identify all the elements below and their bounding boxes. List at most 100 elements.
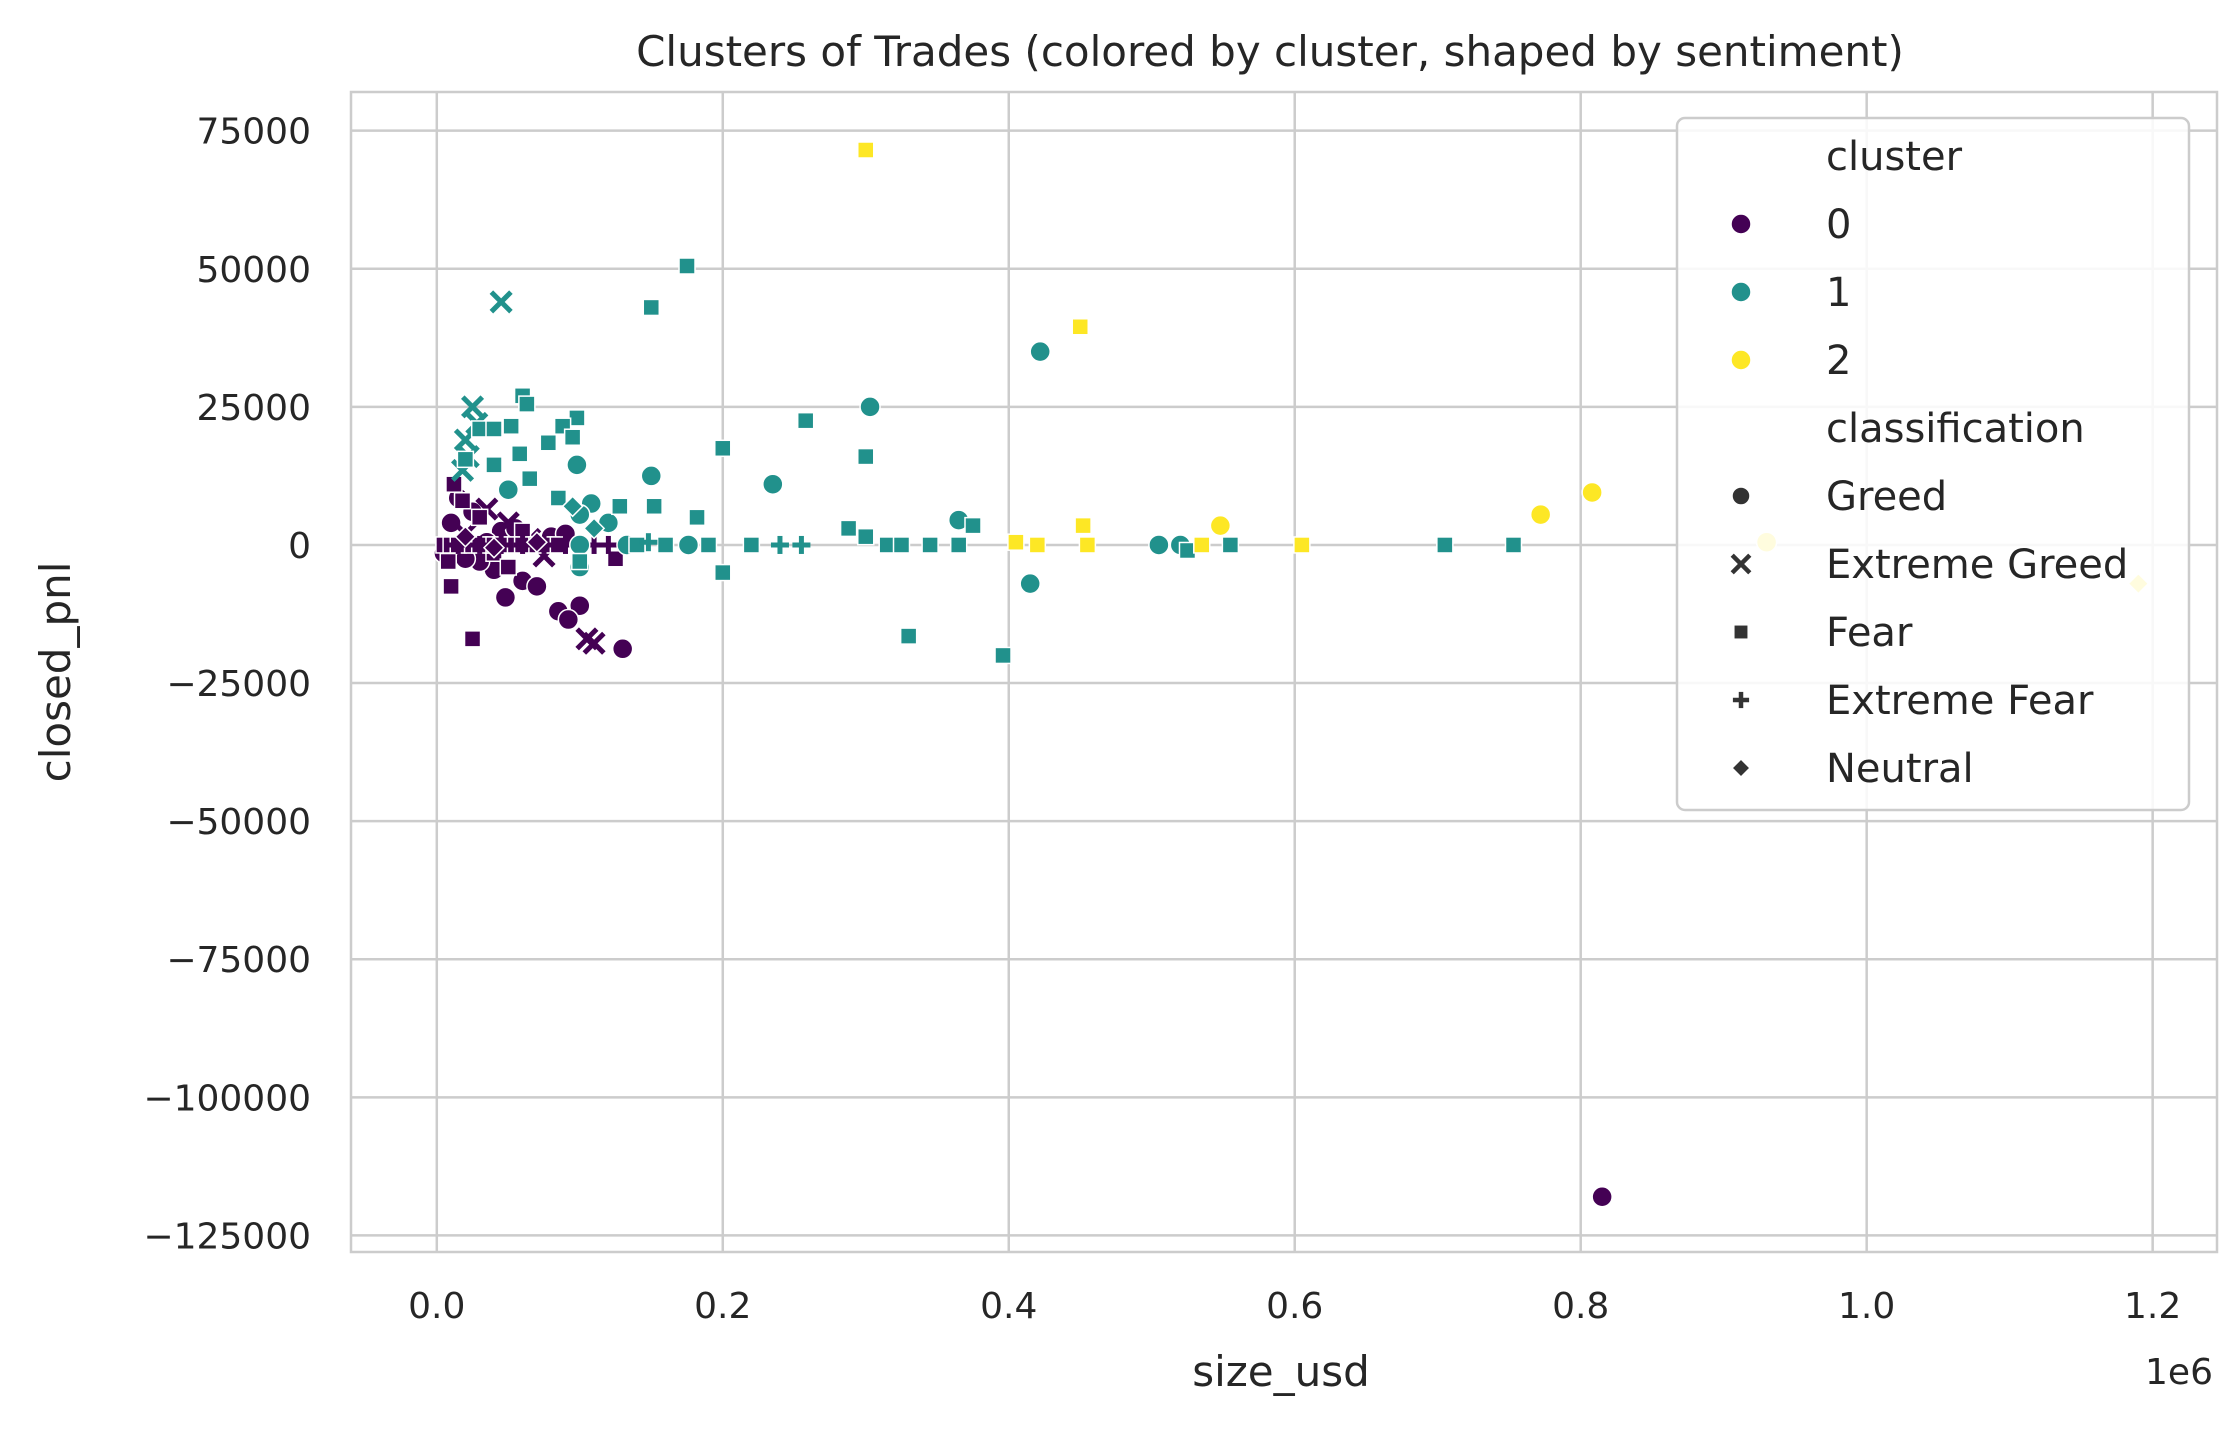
point-cluster-1-fear [563, 428, 582, 446]
point-cluster-1-fear [656, 536, 675, 554]
point-cluster-1-fear [796, 411, 815, 430]
point-cluster-0-fear [439, 552, 457, 571]
legend-label-neutral: Neutral [1826, 746, 1974, 792]
point-cluster-1-fear [1436, 536, 1454, 554]
legend: cluster 0 1 2 classification Greed Extreme Gre… [1675, 116, 2191, 812]
point-cluster-1-fear [539, 434, 558, 452]
point-cluster-0-extreme-fear [470, 535, 489, 554]
y-tick-label: 75000 [196, 112, 311, 153]
x-tick-label: 1.0 [1838, 1286, 1895, 1327]
legend-label-cluster-2: 2 [1826, 338, 1851, 384]
point-cluster-0-neutral [454, 525, 477, 548]
legend-marker-fear [1733, 624, 1749, 640]
point-cluster-0-greed [1591, 1186, 1613, 1208]
point-cluster-1-fear [456, 450, 475, 469]
point-cluster-1-fear [714, 563, 732, 582]
point-cluster-1-fear [921, 536, 939, 554]
point-cluster-1-fear [1504, 536, 1523, 554]
point-cluster-0-fear [499, 558, 518, 576]
point-cluster-2-fear [1074, 516, 1092, 535]
point-cluster-1-greed [640, 465, 663, 487]
point-cluster-2-fear [1007, 533, 1025, 551]
y-tick-label: −75000 [166, 940, 311, 981]
legend-label-fear: Fear [1826, 610, 1913, 656]
point-cluster-1-fear [892, 536, 911, 554]
point-cluster-0-fear [606, 550, 625, 568]
legend-marker-extreme-greed [1730, 553, 1752, 575]
legend-label-greed: Greed [1826, 474, 1947, 520]
y-tick-label: −125000 [143, 1216, 311, 1257]
point-cluster-2-greed [1581, 481, 1603, 504]
legend-box [1675, 116, 2191, 812]
point-cluster-1-extreme-greed [461, 395, 485, 419]
point-cluster-1-fear [485, 420, 503, 438]
point-cluster-2-fear [1193, 536, 1211, 554]
point-cluster-0-extreme-greed [575, 627, 599, 651]
legend-hue-title: cluster [1826, 134, 1963, 180]
point-cluster-2-fear [857, 141, 875, 159]
plot-area-frame [349, 90, 2219, 1254]
point-cluster-1-fear [678, 257, 696, 275]
y-tick-label: 50000 [196, 250, 311, 291]
legend-style-title: classification [1826, 406, 2085, 452]
point-cluster-1-fear [742, 536, 761, 554]
x-tick-label: 0.8 [1552, 1286, 1609, 1327]
point-cluster-1-neutral [561, 495, 584, 518]
point-cluster-1-extreme-greed [489, 290, 513, 314]
point-cluster-1-fear [857, 527, 875, 546]
legend-label-cluster-1: 1 [1826, 270, 1851, 316]
y-axis-ticks: 75000 50000 25000 0 −25000 −50000 −75000 −10000… [143, 112, 311, 1258]
y-tick-label: −25000 [166, 664, 311, 705]
legend-marker-neutral [1730, 757, 1752, 779]
point-cluster-1-fear [699, 536, 718, 554]
point-cluster-1-fear [994, 646, 1012, 665]
point-cluster-0-greed [526, 575, 548, 598]
point-cluster-0-extreme-fear [513, 535, 532, 554]
point-cluster-1-greed [569, 534, 591, 556]
point-cluster-0-extreme-greed [496, 511, 520, 535]
x-axis-ticks: 0.0 0.2 0.4 0.6 0.8 1.0 1.2 [408, 1286, 2181, 1327]
legend-marker-extreme-fear [1732, 691, 1750, 709]
point-cluster-0-fear [453, 492, 472, 510]
point-cluster-1-fear [1221, 536, 1240, 554]
point-cluster-0-neutral [525, 531, 548, 554]
point-cluster-0-greed [611, 638, 634, 660]
point-cluster-1-fear [857, 447, 875, 466]
point-cluster-1-greed [859, 396, 881, 418]
point-cluster-0-greed [494, 586, 517, 609]
x-tick-label: 0.0 [408, 1286, 465, 1327]
point-cluster-1-fear [949, 536, 968, 554]
point-cluster-0-extreme-fear [599, 535, 618, 554]
point-cluster-1-fear [628, 536, 646, 554]
point-cluster-1-greed [677, 534, 700, 556]
x-tick-label: 1.2 [2124, 1286, 2181, 1327]
point-cluster-1-extreme-fear [639, 533, 658, 552]
point-cluster-1-fear [645, 497, 663, 516]
point-cluster-1-fear [642, 298, 661, 317]
point-cluster-1-extreme-fear [770, 535, 789, 554]
point-cluster-2-fear [1293, 536, 1311, 554]
legend-marker-cluster-0 [1730, 213, 1752, 235]
chart-title: Clusters of Trades (colored by cluster, … [636, 27, 1904, 76]
point-cluster-2-greed [1209, 514, 1232, 537]
point-cluster-2-greed [1529, 503, 1552, 526]
y-tick-label: 25000 [196, 388, 311, 429]
point-cluster-0-fear [442, 577, 460, 596]
point-cluster-1-fear [502, 417, 520, 435]
point-cluster-0-fear [463, 630, 482, 648]
point-cluster-1-neutral [583, 517, 606, 540]
legend-marker-greed [1731, 486, 1751, 506]
point-cluster-1-fear [611, 497, 629, 516]
y-tick-label: −50000 [166, 802, 311, 843]
point-cluster-1-greed [1019, 572, 1041, 595]
point-cluster-0-neutral [482, 536, 506, 559]
point-cluster-1-fear [549, 489, 568, 507]
point-cluster-1-fear [485, 456, 503, 474]
point-cluster-1-fear [518, 395, 536, 413]
point-cluster-0-fear [470, 508, 489, 527]
point-cluster-1-fear [714, 439, 732, 458]
legend-marker-cluster-1 [1730, 281, 1752, 303]
x-tick-label: 0.4 [980, 1286, 1037, 1327]
point-cluster-0-greed [557, 608, 580, 631]
